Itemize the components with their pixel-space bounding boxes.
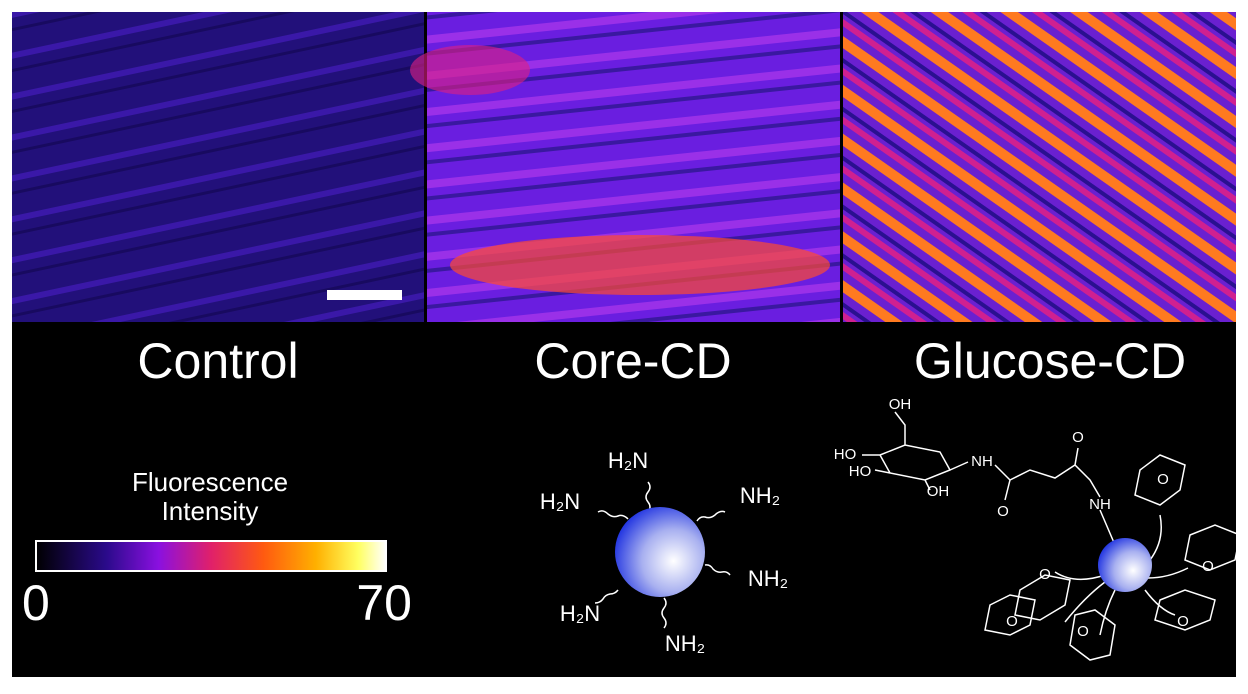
panel-label: Core-CD [534,333,731,389]
hotspot [410,45,530,95]
amine-label: H₂N [540,489,580,514]
atom-label: OH [927,483,950,500]
atom-label: O [1202,558,1214,575]
atom-label: HO [849,463,872,480]
colorbar-title: Fluorescence [132,467,288,497]
atom-label: O [997,503,1009,520]
atom-label: O [1157,471,1169,488]
colorbar-title: Intensity [162,496,259,526]
hotspot [450,235,830,295]
atom-label: OH [889,396,912,413]
amine-label: NH₂ [665,631,705,656]
panel-label: Control [137,333,298,389]
figure: Control Core-CD Glucose-CD Fluorescence … [0,0,1248,689]
scale-bar [327,290,402,300]
colorbar-max: 70 [356,575,412,631]
glucose-cd-image [843,12,1236,322]
panel-label: Glucose-CD [914,333,1186,389]
atom-label: NH [971,453,993,470]
amine-label: H₂N [608,448,648,473]
page: Control Core-CD Glucose-CD Fluorescence … [0,0,1248,694]
atom-label: O [1006,613,1018,630]
amine-label: NH₂ [740,483,780,508]
atom-label: O [1177,613,1189,630]
amine-label: H₂N [560,601,600,626]
atom-label: O [1072,429,1084,446]
colorbar [36,541,386,571]
atom-label: O [1077,623,1089,640]
atom-label: O [1039,566,1051,583]
atom-label: HO [834,446,857,463]
atom-label: NH [1089,496,1111,513]
amine-label: NH₂ [748,566,788,591]
control-image [12,12,424,322]
nanoparticle [1098,538,1152,592]
colorbar-min: 0 [22,575,50,631]
nanoparticle [615,507,705,597]
